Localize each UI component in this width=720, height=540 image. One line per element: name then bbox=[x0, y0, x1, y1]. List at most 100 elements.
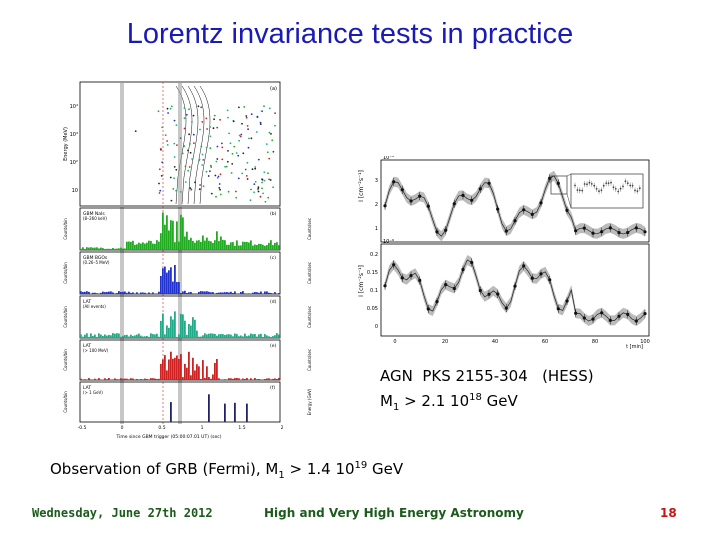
photon-point bbox=[217, 146, 219, 148]
histogram-bar bbox=[130, 378, 132, 380]
histogram-bar bbox=[214, 363, 216, 380]
histogram-bar bbox=[172, 359, 174, 380]
histogram-bar bbox=[252, 293, 254, 294]
data-point bbox=[643, 312, 646, 315]
inset-point bbox=[605, 182, 607, 184]
photon-point bbox=[228, 133, 230, 135]
histogram-bar bbox=[164, 225, 166, 250]
histogram-bar bbox=[110, 291, 112, 294]
data-point bbox=[522, 208, 525, 211]
photon-point bbox=[203, 185, 205, 187]
data-point bbox=[444, 283, 447, 286]
y-axis-label: I [cm⁻²s⁻¹] bbox=[358, 265, 365, 297]
photon-point bbox=[208, 175, 210, 177]
histogram-bar bbox=[160, 364, 162, 380]
histogram-bar bbox=[98, 248, 100, 250]
histogram-bar bbox=[134, 245, 136, 250]
histogram-bar bbox=[180, 215, 182, 250]
photon-point bbox=[217, 177, 219, 179]
histogram-bar bbox=[206, 334, 208, 338]
histogram-bar bbox=[260, 292, 262, 295]
photon-point bbox=[221, 147, 223, 149]
histogram-bar bbox=[260, 334, 262, 338]
photon-point bbox=[158, 110, 160, 112]
histogram-bar bbox=[84, 379, 86, 380]
histogram-bar bbox=[116, 333, 118, 338]
histogram-bar bbox=[176, 221, 178, 250]
photon-point bbox=[215, 196, 217, 198]
photon-point bbox=[256, 131, 258, 133]
photon-point bbox=[260, 123, 262, 125]
histogram-bar bbox=[80, 249, 82, 250]
histogram-bar bbox=[250, 240, 252, 250]
histogram-bar bbox=[190, 292, 192, 294]
data-point bbox=[548, 278, 551, 281]
histogram-bar bbox=[160, 276, 162, 294]
photon-point bbox=[253, 183, 255, 185]
photon-point bbox=[188, 108, 190, 110]
histogram-bar bbox=[208, 394, 210, 422]
hess-x-tick: 60 bbox=[542, 339, 548, 345]
histogram-bar bbox=[248, 380, 250, 381]
inset-point bbox=[634, 190, 636, 192]
histogram-bar bbox=[136, 244, 138, 250]
histogram-bar bbox=[82, 247, 84, 250]
inset-point bbox=[579, 189, 581, 191]
histogram-bar bbox=[230, 335, 232, 338]
histogram-bar bbox=[268, 336, 270, 338]
x-tick: -0.5 bbox=[78, 425, 87, 431]
histogram-bar bbox=[132, 379, 134, 381]
bottom-tick: 0.05 bbox=[367, 306, 378, 312]
histogram-bar bbox=[80, 334, 82, 338]
histogram-bar bbox=[174, 311, 176, 338]
histogram-bar bbox=[234, 246, 236, 250]
histogram-bar bbox=[202, 360, 204, 380]
histogram-bar bbox=[212, 243, 214, 250]
data-point bbox=[626, 231, 629, 234]
panel-sublabel: (0.26–5 MeV) bbox=[83, 260, 110, 265]
photon-point bbox=[221, 143, 223, 145]
histogram-bar bbox=[114, 378, 116, 380]
photon-point bbox=[260, 122, 262, 124]
histogram-bar bbox=[176, 337, 178, 338]
histogram-bar bbox=[150, 333, 152, 338]
inset-point bbox=[629, 185, 631, 187]
x-tick: 2 bbox=[281, 425, 284, 431]
histogram-bar bbox=[194, 243, 196, 250]
histogram-bar bbox=[198, 337, 200, 338]
histogram-bar bbox=[144, 244, 146, 250]
histogram-bar bbox=[172, 221, 174, 250]
photon-point bbox=[247, 178, 249, 180]
histogram-bar bbox=[152, 292, 154, 294]
histogram-bar bbox=[116, 249, 118, 250]
histogram-bar bbox=[182, 217, 184, 250]
histogram-bar bbox=[142, 242, 144, 250]
photon-point bbox=[193, 115, 195, 117]
histogram-bar bbox=[202, 335, 204, 338]
inset-point bbox=[574, 185, 576, 187]
histogram-bar bbox=[128, 242, 130, 251]
photon-point bbox=[261, 110, 263, 112]
inset-point bbox=[632, 185, 634, 187]
histogram-bar bbox=[146, 379, 148, 380]
histogram-bar bbox=[272, 336, 274, 338]
histogram-bar bbox=[202, 291, 204, 294]
inset-point bbox=[589, 182, 591, 184]
histogram-bar bbox=[230, 378, 232, 380]
inset-point bbox=[617, 191, 619, 193]
photon-point bbox=[198, 160, 200, 162]
histogram-bar bbox=[118, 379, 120, 380]
histogram-bar bbox=[270, 293, 272, 294]
histogram-bar bbox=[96, 293, 98, 294]
photon-point bbox=[214, 115, 216, 117]
photon-point bbox=[201, 121, 203, 123]
histogram-bar bbox=[184, 321, 186, 338]
histogram-bar bbox=[106, 336, 108, 338]
histogram-bar bbox=[208, 292, 210, 294]
histogram-bar bbox=[80, 379, 82, 380]
data-point bbox=[531, 277, 534, 280]
histogram-bar bbox=[170, 267, 172, 294]
histogram-bar bbox=[272, 379, 274, 380]
histogram-bar bbox=[242, 379, 244, 381]
data-point bbox=[617, 315, 620, 318]
